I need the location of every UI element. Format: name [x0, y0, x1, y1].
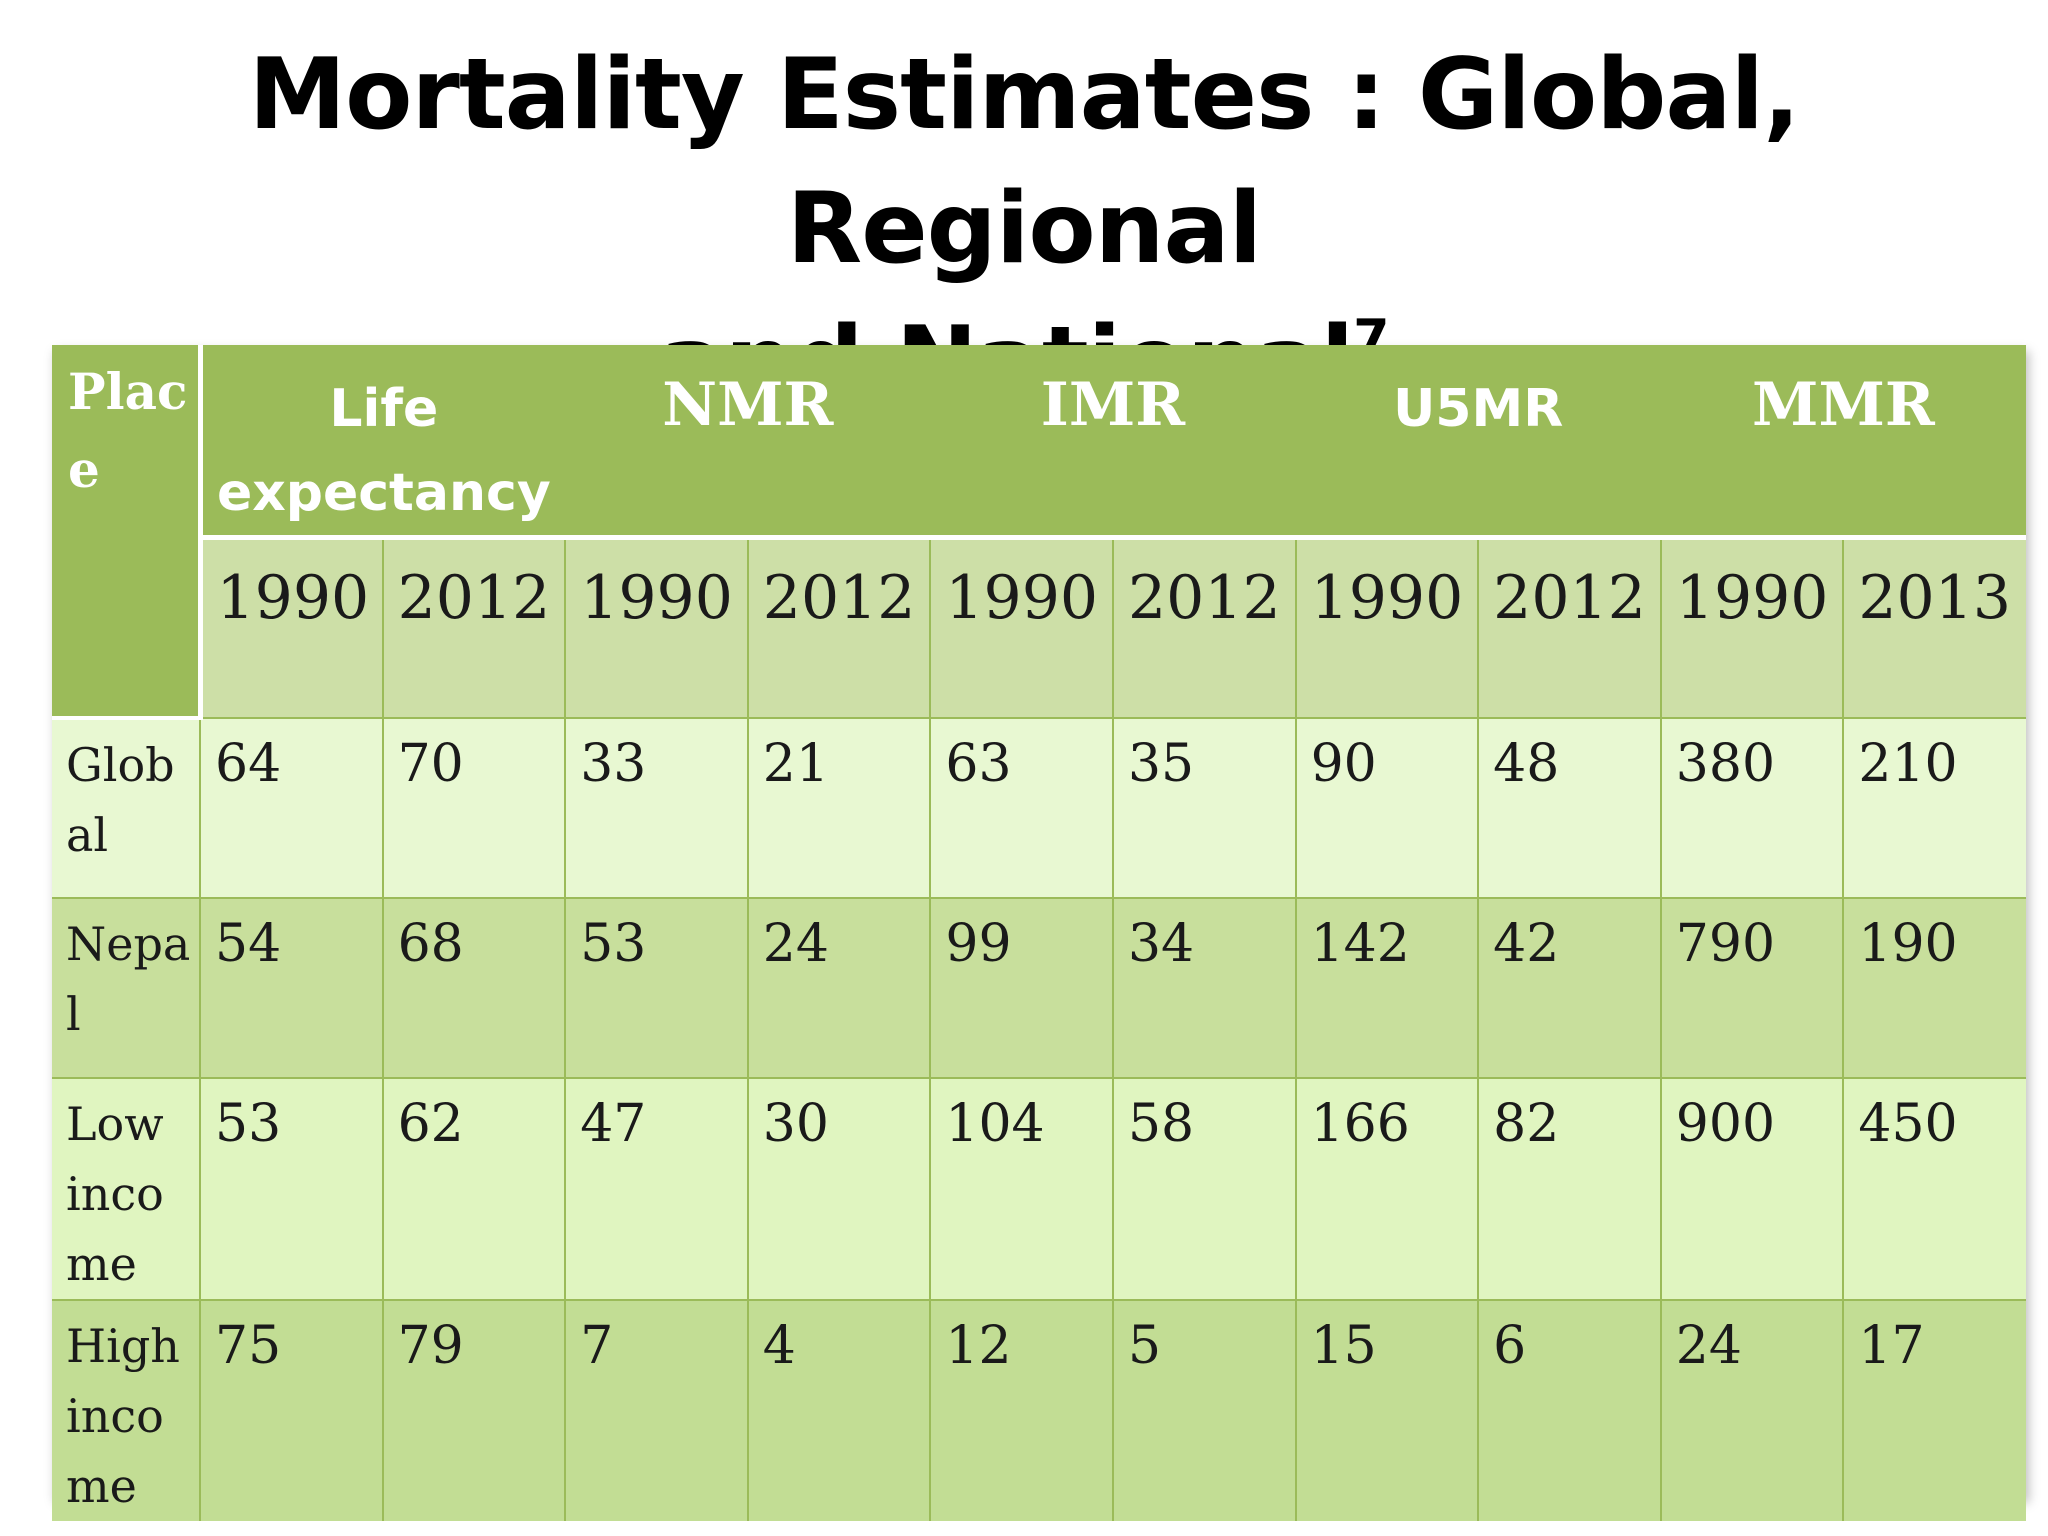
group-header-life-expectancy: Life expectancy [200, 345, 566, 540]
value-cell: 142 [1294, 896, 1479, 1078]
place-line: Low [66, 1096, 164, 1151]
group-header-line: expectancy [216, 463, 551, 523]
place-header-line: e [68, 440, 100, 499]
year-header-cell: 1990 [200, 537, 383, 718]
year-header-cell: 2012 [746, 537, 931, 718]
mortality-table-container: Plac e Life expectancy NMR IMR U5MR MMR … [52, 345, 2026, 1521]
value-cell: 210 [1842, 716, 2026, 898]
value-cell: 70 [381, 716, 566, 898]
table-row-high-income: High inco me 75 79 7 4 12 5 15 6 24 17 [52, 1298, 2026, 1521]
year-header-cell: 2012 [1477, 537, 1661, 718]
value-cell: 68 [381, 896, 566, 1078]
year-header-cell: 1990 [1659, 537, 1844, 718]
place-line: High [66, 1318, 180, 1373]
place-cell: Nepa l [52, 896, 201, 1078]
value-cell: 99 [929, 896, 1113, 1078]
value-cell: 790 [1659, 896, 1844, 1078]
year-header-cell: 1990 [1294, 537, 1479, 718]
place-line: me [66, 1236, 137, 1291]
value-cell: 58 [1111, 1076, 1296, 1300]
place-line: inco [66, 1388, 164, 1443]
value-cell: 30 [746, 1076, 931, 1300]
place-line: me [66, 1458, 137, 1513]
group-header-nmr: NMR [565, 345, 931, 540]
place-header-line: Plac [68, 362, 188, 421]
group-header-mmr: MMR [1660, 345, 2026, 540]
table-row-low-income: Low inco me 53 62 47 30 104 58 166 82 90… [52, 1076, 2026, 1300]
place-line: Nepa [66, 916, 191, 971]
place-cell: High inco me [52, 1298, 201, 1521]
value-cell: 6 [1477, 1298, 1661, 1521]
value-cell: 7 [564, 1298, 748, 1521]
place-line: inco [66, 1166, 164, 1221]
year-header-cell: 1990 [929, 537, 1113, 718]
value-cell: 24 [1659, 1298, 1844, 1521]
group-header-row: Plac e Life expectancy NMR IMR U5MR MMR [52, 345, 2026, 720]
place-line: l [66, 986, 81, 1041]
year-header-cell: 1990 [564, 537, 748, 718]
group-header-u5mr: U5MR [1295, 345, 1661, 540]
value-cell: 24 [746, 896, 931, 1078]
title-line-1: Mortality Estimates : Global, Regional [248, 38, 1801, 286]
year-header-cell: 2012 [1111, 537, 1296, 718]
place-line: al [66, 807, 109, 862]
value-cell: 62 [381, 1076, 566, 1300]
value-cell: 90 [1294, 716, 1479, 898]
table-row-nepal: Nepa l 54 68 53 24 99 34 142 42 790 190 [52, 896, 2026, 1078]
group-header-imr: IMR [930, 345, 1296, 540]
place-cell: Glob al [52, 716, 201, 898]
year-header-row: 1990 2012 1990 2012 1990 2012 1990 2012 … [52, 537, 2026, 718]
value-cell: 21 [746, 716, 931, 898]
value-cell: 35 [1111, 716, 1296, 898]
value-cell: 79 [381, 1298, 566, 1521]
value-cell: 5 [1111, 1298, 1296, 1521]
table-row-global: Glob al 64 70 33 21 63 35 90 48 380 210 [52, 716, 2026, 898]
value-cell: 104 [929, 1076, 1113, 1300]
value-cell: 54 [199, 896, 383, 1078]
value-cell: 48 [1477, 716, 1661, 898]
value-cell: 34 [1111, 896, 1296, 1078]
value-cell: 53 [564, 896, 748, 1078]
value-cell: 4 [746, 1298, 931, 1521]
value-cell: 33 [564, 716, 748, 898]
place-column-header: Plac e [52, 345, 203, 720]
value-cell: 900 [1659, 1076, 1844, 1300]
value-cell: 42 [1477, 896, 1661, 1078]
mortality-table: Plac e Life expectancy NMR IMR U5MR MMR … [52, 345, 2026, 1521]
value-cell: 63 [929, 716, 1113, 898]
value-cell: 190 [1842, 896, 2026, 1078]
value-cell: 17 [1842, 1298, 2026, 1521]
place-line: Glob [66, 737, 175, 792]
value-cell: 82 [1477, 1076, 1661, 1300]
year-header-cell: 2012 [381, 537, 566, 718]
value-cell: 53 [199, 1076, 383, 1300]
value-cell: 47 [564, 1076, 748, 1300]
group-header-line: Life [329, 379, 439, 439]
place-cell: Low inco me [52, 1076, 201, 1300]
year-header-cell: 2013 [1842, 537, 2026, 718]
value-cell: 75 [199, 1298, 383, 1521]
value-cell: 64 [199, 716, 383, 898]
value-cell: 380 [1659, 716, 1844, 898]
value-cell: 12 [929, 1298, 1113, 1521]
value-cell: 450 [1842, 1076, 2026, 1300]
value-cell: 15 [1294, 1298, 1479, 1521]
value-cell: 166 [1294, 1076, 1479, 1300]
